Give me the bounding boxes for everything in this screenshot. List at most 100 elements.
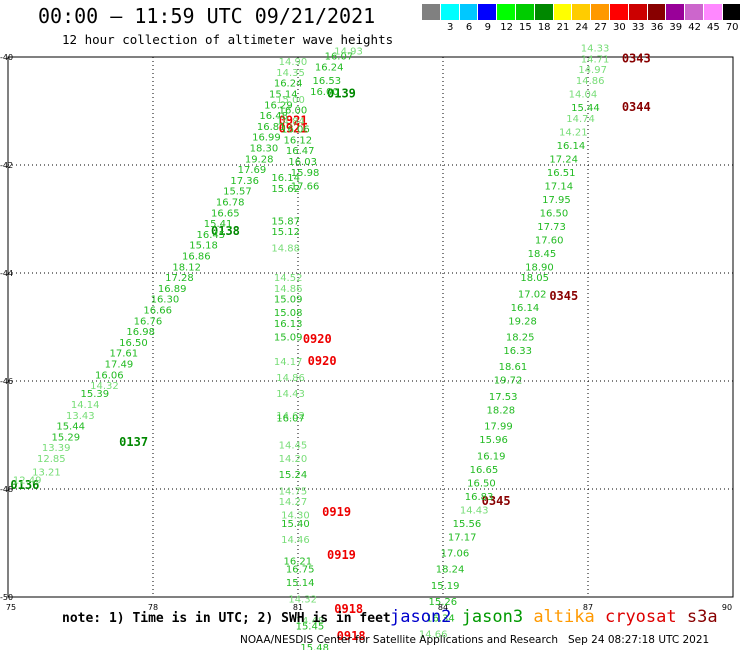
wave-height-label: 17.66 <box>291 181 320 192</box>
wave-height-label: 12.85 <box>37 454 66 465</box>
y-tick-label: -42 <box>0 161 13 170</box>
wave-height-label: 14.66 <box>419 630 448 641</box>
wave-height-label: 16.12 <box>284 135 313 146</box>
wave-height-label: 16.50 <box>119 338 148 349</box>
wave-height-label: 14.48 <box>296 616 325 627</box>
plot-frame <box>7 56 734 598</box>
legend-label: 39 <box>669 22 683 33</box>
wave-height-label: 17.60 <box>535 235 564 246</box>
legend-label: 30 <box>613 22 626 33</box>
chart-title: 00:00 – 11:59 UTC 09/21/2021 <box>38 4 376 28</box>
pass-time-label: 0920 <box>303 332 332 346</box>
wave-height-label: 14.21 <box>559 127 588 138</box>
wave-height-label: 15.45 <box>296 621 325 632</box>
wave-height-label: 16.14 <box>557 141 586 152</box>
legend-label: 45 <box>707 22 720 33</box>
wave-height-label: 16.51 <box>547 168 576 179</box>
legend-swatch <box>459 4 479 20</box>
wave-height-label: 17.17 <box>448 532 477 543</box>
legend-label: 27 <box>594 22 607 33</box>
wave-height-label: 14.43 <box>276 389 305 400</box>
wave-height-label: 16.19 <box>477 451 506 462</box>
legend-label: 33 <box>631 22 645 33</box>
legend-swatch <box>666 4 686 20</box>
legend-swatch <box>685 4 704 20</box>
wave-height-label: 15.39 <box>81 389 110 400</box>
wave-height-label: 16.07 <box>325 52 354 63</box>
wave-height-label: 19.28 <box>245 154 274 165</box>
legend-swatch <box>534 4 554 20</box>
wave-height-label: 15.18 <box>189 241 218 252</box>
pass-time-label: 0345 <box>482 494 511 508</box>
wave-height-label: 16.14 <box>271 173 300 184</box>
wave-height-label: 14.62 <box>276 411 305 422</box>
wave-height-label: 17.24 <box>549 154 578 165</box>
legend-label: 9 <box>484 22 491 33</box>
wave-height-label: 16.47 <box>286 146 315 157</box>
legend-swatch <box>422 4 441 20</box>
pass-time-label: 0136 <box>10 478 39 492</box>
wave-height-label: 15.08 <box>274 308 303 319</box>
wave-height-label: 16.81 <box>257 122 286 133</box>
legend-swatch <box>609 4 629 20</box>
wave-height-label: 16.50 <box>540 208 569 219</box>
wave-height-label: 18.24 <box>436 565 465 576</box>
wave-height-label: 19.28 <box>508 316 537 327</box>
legend-label: 36 <box>650 22 664 33</box>
wave-height-label: 15.41 <box>204 219 233 230</box>
legend-label: 70 <box>725 22 739 33</box>
wave-height-label: 13.21 <box>32 468 61 479</box>
wave-height-label: 18.45 <box>528 249 557 260</box>
wave-height-label: 17.73 <box>537 222 566 233</box>
wave-height-label: 17.61 <box>110 349 139 360</box>
pass-time-label: 0919 <box>322 505 351 519</box>
satellite-name: jason3 <box>461 607 534 627</box>
wave-height-label: 15.29 <box>52 432 81 443</box>
wave-height-label: 14.20 <box>279 454 308 465</box>
wave-height-label: 14.35 <box>276 68 305 79</box>
wave-height-label: 16.65 <box>211 208 240 219</box>
wave-height-label: 16.76 <box>134 316 163 327</box>
y-tick-label: -48 <box>0 485 13 494</box>
wave-height-label: 16.75 <box>286 565 315 576</box>
x-tick-label: 75 <box>6 603 16 612</box>
satellite-name: jason2 <box>390 607 462 627</box>
legend-label: 12 <box>500 22 513 33</box>
wave-height-label: 17.49 <box>105 360 134 371</box>
wave-height-label: 14.17 <box>274 357 303 368</box>
wave-height-label: 14.14 <box>71 400 100 411</box>
wave-height-label: 16.14 <box>511 303 540 314</box>
wave-height-label: 14.04 <box>569 90 598 101</box>
wave-height-label: 15.62 <box>271 184 300 195</box>
wave-height-label: 17.36 <box>230 176 259 187</box>
wave-height-label: 14.75 <box>279 486 308 497</box>
wave-height-label: 15.26 <box>429 597 458 608</box>
wave-height-label: 18.61 <box>499 362 528 373</box>
wave-height-label: 17.28 <box>165 273 194 284</box>
wave-height-label: 14.33 <box>581 44 610 55</box>
wave-height-label: 16.50 <box>467 478 496 489</box>
wave-height-label: 15.00 <box>276 95 305 106</box>
wave-height-label: 14.32 <box>288 594 317 605</box>
wave-height-label: 14.74 <box>566 114 595 125</box>
wave-height-label: 15.98 <box>291 168 320 179</box>
pass-time-label: 0138 <box>211 224 240 238</box>
satellite-legend: jason2 jason3 altika cryosat s3a <box>390 607 718 627</box>
legend-label: 15 <box>519 22 532 33</box>
chart-subtitle: 12 hour collection of altimeter wave hei… <box>62 32 394 47</box>
legend-label: 18 <box>537 22 551 33</box>
wave-height-label: 16.21 <box>284 557 313 568</box>
wave-height-label: 17.53 <box>489 392 518 403</box>
wave-height-label: 16.65 <box>470 465 499 476</box>
wave-height-label: 16.78 <box>216 198 245 209</box>
wave-height-label: 17.02 <box>518 289 547 300</box>
wave-height-label: 15.14 <box>286 578 315 589</box>
footer-credit: NOAA/NESDIS Center for Satellite Applica… <box>240 634 710 646</box>
legend-label: 21 <box>556 22 570 33</box>
wave-height-label: 17.99 <box>484 422 513 433</box>
wave-height-label: 15.44 <box>571 103 600 114</box>
wave-height-label: 13.43 <box>66 411 95 422</box>
wave-height-label: 14.84 <box>276 117 305 128</box>
